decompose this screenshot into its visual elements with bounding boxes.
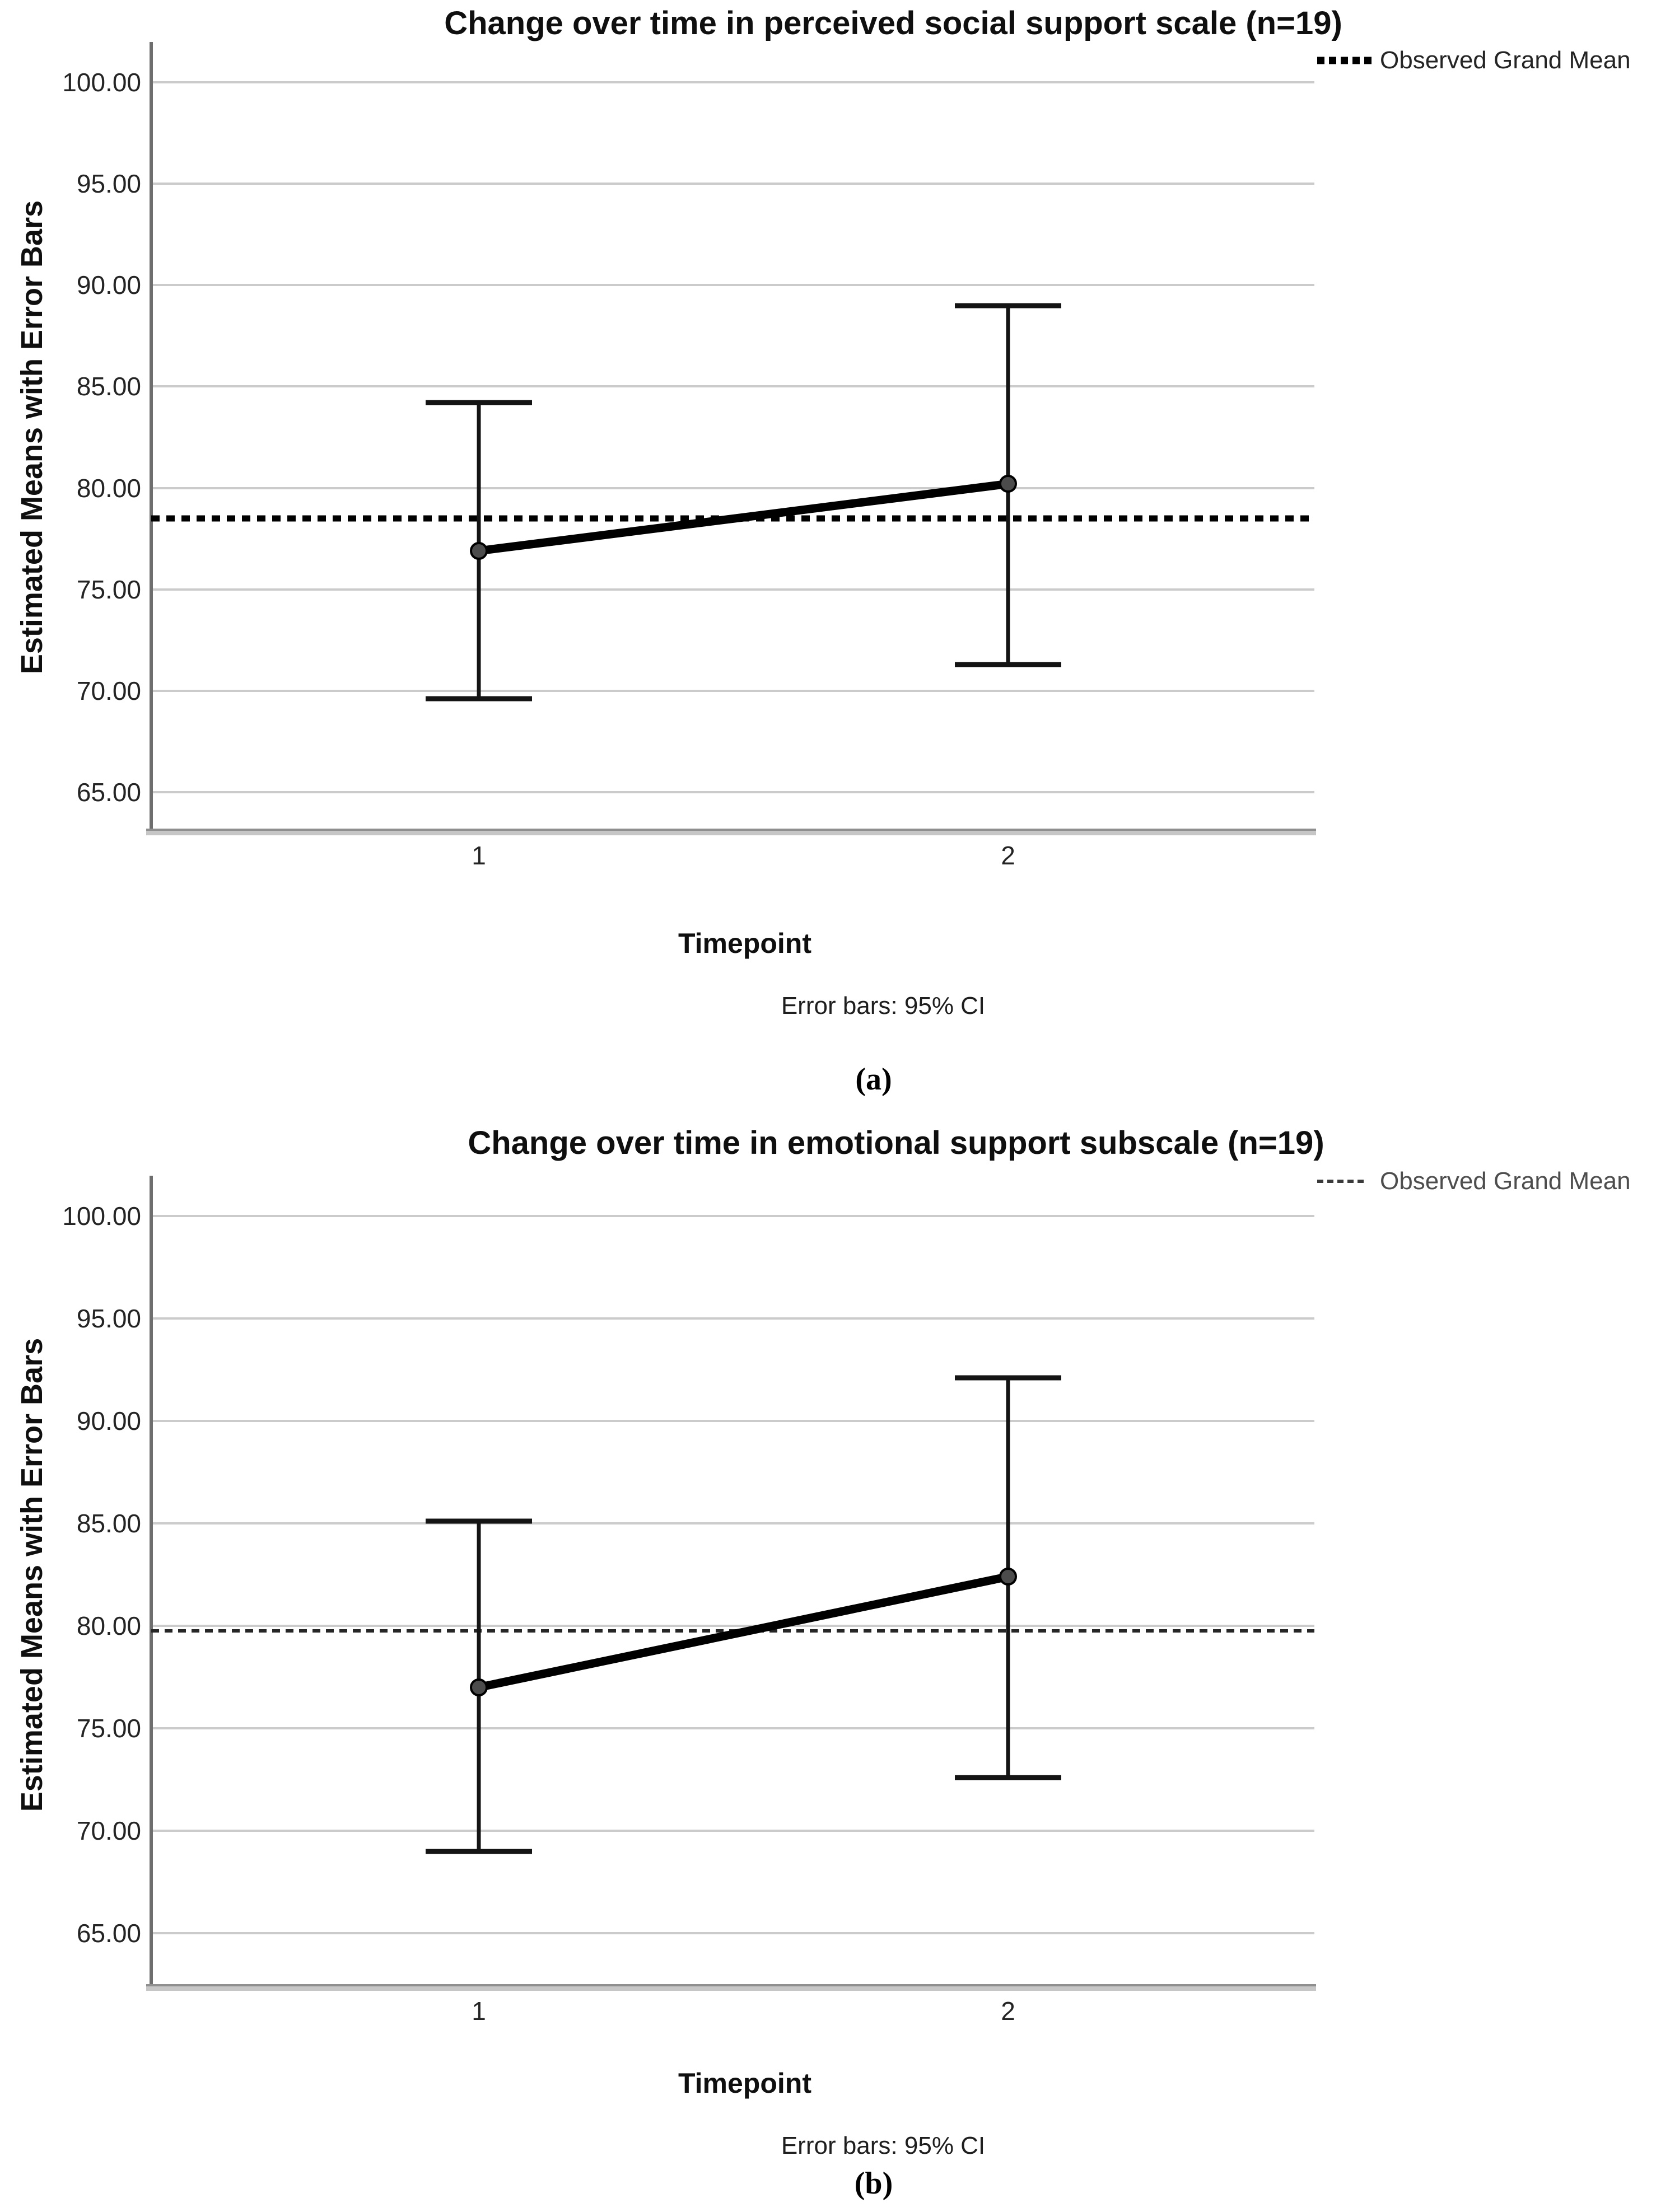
y-axis-line xyxy=(150,1176,153,1989)
y-axis-title: Estimated Means with Error Bars xyxy=(15,200,49,675)
error-bar-cap-upper xyxy=(426,400,532,405)
gridline xyxy=(151,487,1314,489)
error-bar xyxy=(1006,1378,1010,1778)
x-tick-label: 1 xyxy=(472,1996,486,2026)
gridline xyxy=(151,81,1314,83)
y-tick-label: 65.00 xyxy=(76,778,141,807)
y-tick-label: 85.00 xyxy=(76,372,141,401)
gridline xyxy=(151,1932,1314,1934)
y-tick-label: 100.00 xyxy=(62,1201,141,1231)
y-axis-line xyxy=(150,42,153,833)
legend-dashed-line-sample xyxy=(1317,57,1372,64)
mean-point-marker xyxy=(999,475,1017,493)
grand-mean-line xyxy=(151,1629,1314,1633)
error-bar-cap-upper xyxy=(955,303,1061,308)
mean-point-marker xyxy=(470,541,488,560)
gridline xyxy=(151,284,1314,287)
gridline xyxy=(151,1625,1314,1627)
gridline xyxy=(151,1317,1314,1320)
y-tick-label: 75.00 xyxy=(76,1714,141,1743)
gridline xyxy=(151,689,1314,692)
error-bar xyxy=(1006,305,1010,665)
x-tick-label: 2 xyxy=(1001,1996,1015,2026)
gridline xyxy=(151,1522,1314,1524)
y-tick-label: 95.00 xyxy=(76,1304,141,1333)
x-axis-title: Timepoint xyxy=(678,2068,811,2099)
x-tick-label: 1 xyxy=(472,841,486,870)
y-axis-title: Estimated Means with Error Bars xyxy=(15,1338,49,1812)
gridline xyxy=(151,1830,1314,1832)
panel-caption: (a) xyxy=(855,1062,892,1097)
x-axis-title: Timepoint xyxy=(678,928,811,959)
gridline xyxy=(151,1215,1314,1217)
gridline xyxy=(151,791,1314,793)
error-bar-cap-lower xyxy=(955,662,1061,667)
error-bar-cap-lower xyxy=(426,1849,532,1854)
legend-dashed-line-sample xyxy=(1317,1180,1368,1183)
gridline xyxy=(151,588,1314,591)
legend-label: Observed Grand Mean xyxy=(1380,1167,1631,1195)
y-tick-label: 100.00 xyxy=(62,68,141,97)
y-tick-label: 70.00 xyxy=(76,1816,141,1845)
y-tick-label: 65.00 xyxy=(76,1919,141,1948)
error-bar-cap-lower xyxy=(426,696,532,702)
gridline xyxy=(151,1727,1314,1729)
panel-caption: (b) xyxy=(854,2166,893,2201)
error-bar xyxy=(477,403,481,699)
x-axis-line xyxy=(146,829,1316,835)
error-bar-cap-upper xyxy=(955,1375,1061,1381)
error-bar-cap-lower xyxy=(955,1775,1061,1780)
y-tick-label: 85.00 xyxy=(76,1509,141,1538)
y-tick-label: 70.00 xyxy=(76,676,141,705)
error-bar xyxy=(477,1521,481,1851)
x-tick-label: 2 xyxy=(1001,841,1015,870)
error-bars-note: Error bars: 95% CI xyxy=(781,2132,986,2159)
y-tick-label: 80.00 xyxy=(76,473,141,503)
mean-point-marker xyxy=(999,1568,1017,1586)
chart-title: Change over time in emotional support su… xyxy=(468,1125,1324,1161)
y-tick-label: 75.00 xyxy=(76,574,141,604)
error-bar-cap-upper xyxy=(426,1518,532,1524)
y-tick-label: 80.00 xyxy=(76,1611,141,1640)
legend-label: Observed Grand Mean xyxy=(1380,46,1631,74)
gridline xyxy=(151,183,1314,185)
y-tick-label: 95.00 xyxy=(76,169,141,199)
chart-title: Change over time in perceived social sup… xyxy=(444,5,1342,41)
mean-point-marker xyxy=(470,1678,488,1696)
y-tick-label: 90.00 xyxy=(76,1406,141,1435)
gridline xyxy=(151,1420,1314,1422)
x-axis-line xyxy=(146,1984,1316,1991)
error-bars-note: Error bars: 95% CI xyxy=(781,992,986,1020)
grand-mean-line xyxy=(151,515,1314,522)
gridline xyxy=(151,385,1314,388)
y-tick-label: 90.00 xyxy=(76,270,141,300)
